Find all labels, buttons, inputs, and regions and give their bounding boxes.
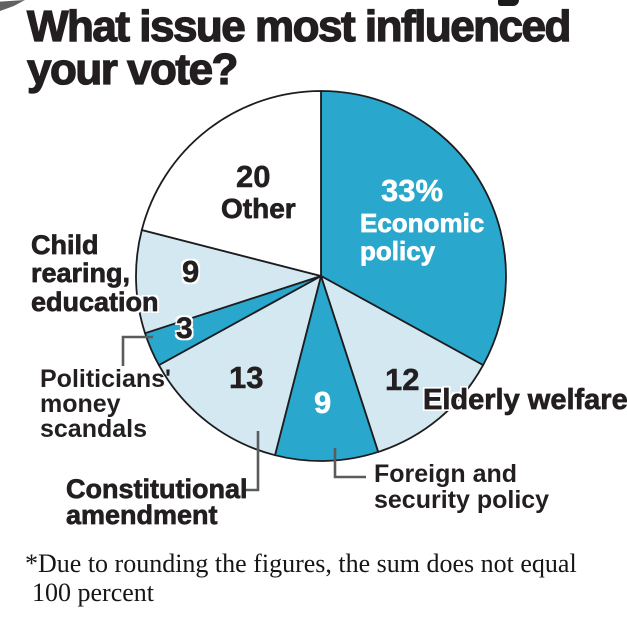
pie-slice-other [140,90,322,277]
slice-label-politicians-money-scandals: Politicians' money scandals [40,365,171,443]
footnote: *Due to rounding the figures, the sum do… [25,549,577,607]
crop-artifact [498,0,519,6]
slice-label-economic-policy: Economic policy [360,208,485,266]
slice-value-economic-policy: 33% [381,173,444,209]
leader-line-foreign-security-policy [333,448,366,479]
chart-title: What issue most influenced your vote? [26,2,572,95]
slice-value-foreign-security-policy: 9 [314,385,332,421]
pie-slice-child-rearing-education [135,229,322,335]
chart-title-line2: your vote? [26,45,239,95]
slice-value-child-rearing-education: 9 [182,254,200,290]
slice-value-constitutional-amendment: 13 [229,360,264,396]
pie-slice-economic-policy [320,90,507,367]
slice-value-politicians-money-scandals: 3 [176,312,193,346]
footnote-line2: 100 percent [32,578,155,608]
slice-value-other: 20 [236,159,271,195]
slice-label-other: Other [221,193,296,225]
slice-label-child-rearing-education: Child rearing, education [31,230,159,317]
slice-label-foreign-security-policy: Foreign and security policy [374,460,550,514]
slice-value-elderly-welfare: 12 [385,362,420,398]
crop-artifact [0,0,25,11]
slice-label-constitutional-amendment: Constitutional amendment [66,474,248,530]
pie-slice-elderly-welfare [320,275,485,453]
leader-line-constitutional-amendment [243,431,260,492]
chart-title-line1: What issue most influenced [26,2,572,51]
pie-slice-constitutional-amendment [157,275,322,457]
slice-label-elderly-welfare: Elderly welfare [423,384,627,417]
pie-slice-foreign-and-security-policy [274,275,380,462]
footnote-line1: *Due to rounding the figures, the sum do… [25,549,577,578]
leader-line-politicians-money-scandals [121,335,153,366]
